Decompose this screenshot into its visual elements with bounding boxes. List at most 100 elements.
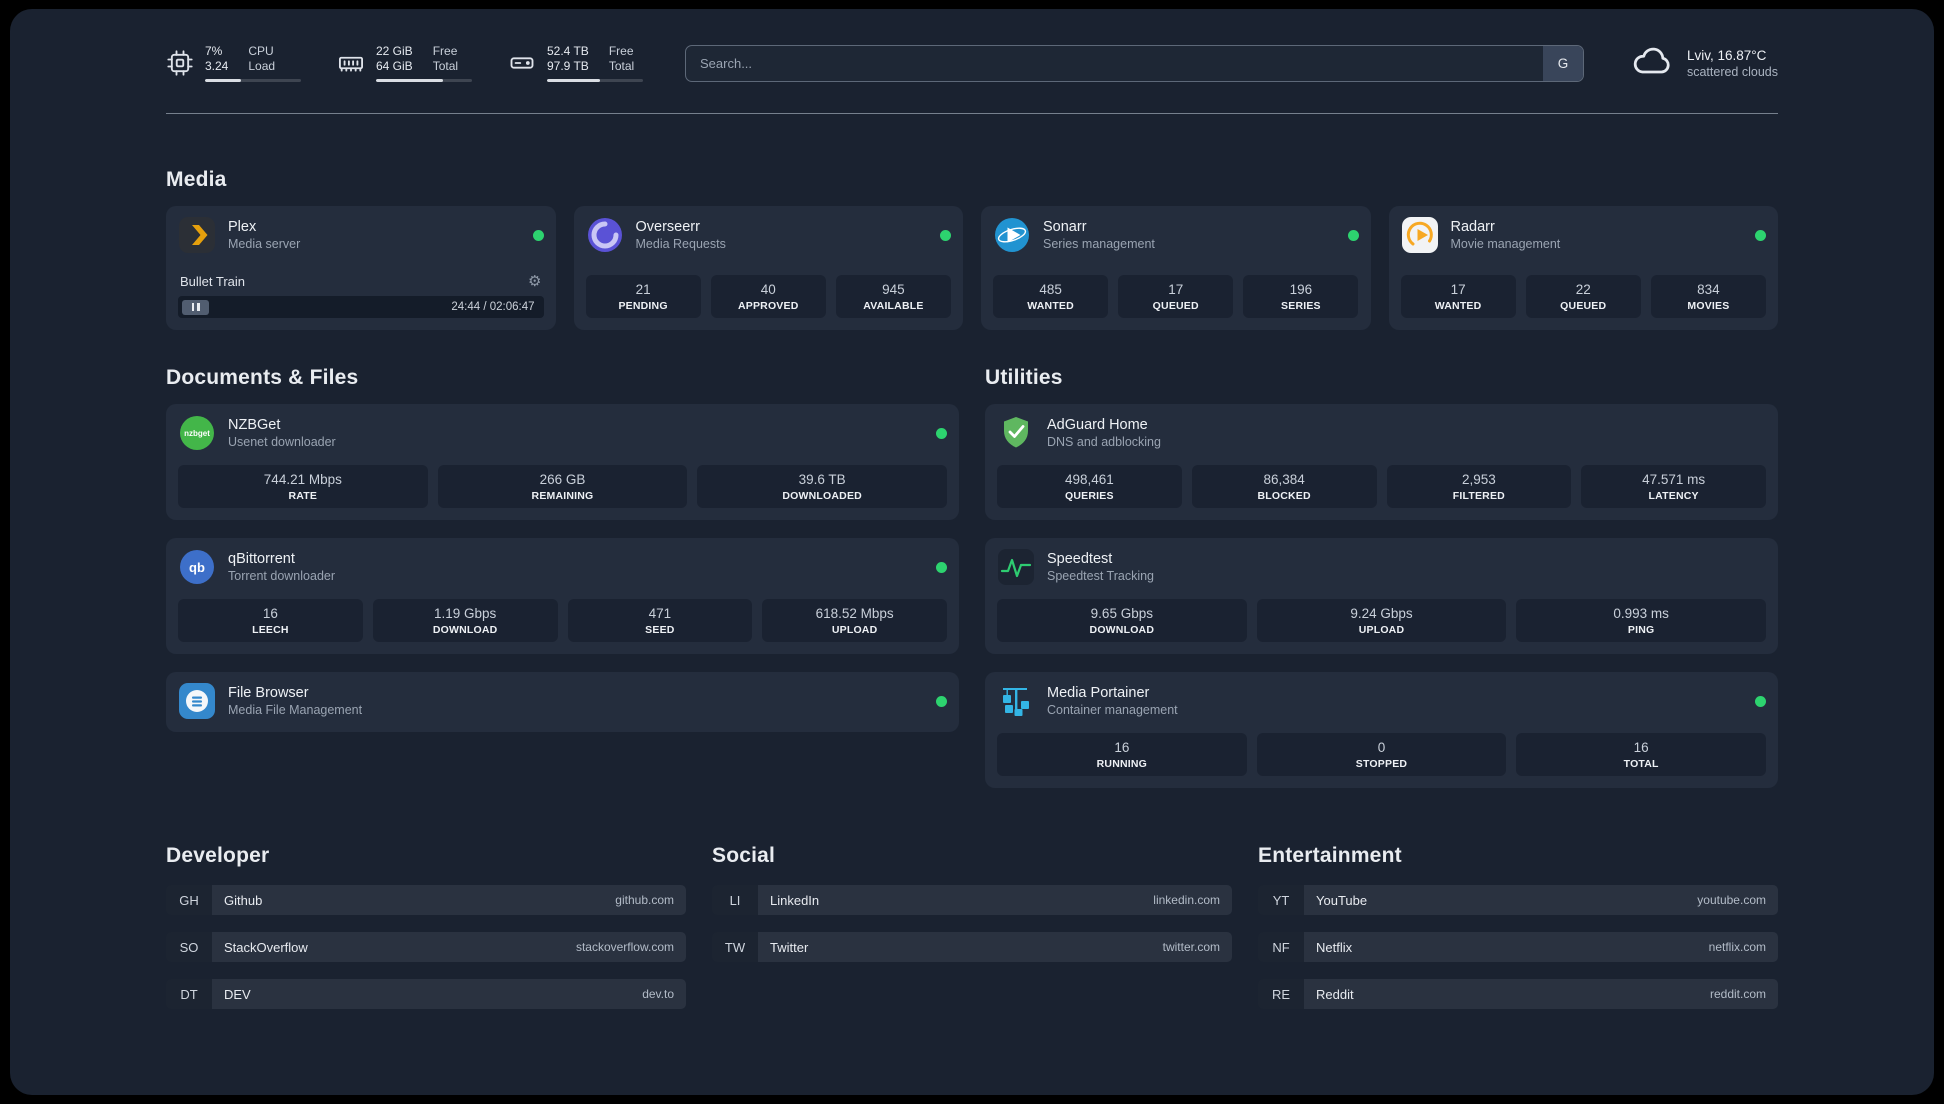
bookmark-github[interactable]: GH Github github.com	[166, 885, 686, 915]
stat-label: APPROVED	[737, 300, 799, 312]
adguard-card[interactable]: AdGuard Home DNS and adblocking 498,461 …	[985, 404, 1778, 520]
stat-value: 196	[1289, 282, 1313, 297]
nzbget-status-dot	[936, 427, 947, 439]
cpu-icon	[166, 49, 194, 77]
cpu-usage-value: 7%	[205, 44, 223, 58]
app-desc: Speedtest Tracking	[1047, 569, 1155, 583]
stat-value: 22	[1575, 282, 1591, 297]
disk-total-value: 97.9 TB	[547, 59, 589, 73]
bookmark-netflix[interactable]: NF Netflix netflix.com	[1258, 932, 1778, 962]
weather-widget: Lviv, 16.87°C scattered clouds	[1630, 44, 1778, 83]
bookmark-name: DEV	[224, 986, 251, 1002]
adguard-icon	[997, 414, 1035, 452]
stat-total: 16 TOTAL	[1516, 733, 1766, 776]
overseerr-card[interactable]: Overseerr Media Requests 21 PENDING 40 A…	[573, 206, 963, 330]
bookmark-twitter[interactable]: TW Twitter twitter.com	[712, 932, 1232, 962]
stat-label: UPLOAD	[1358, 624, 1405, 636]
entertainment-bookmarks: Entertainment YT YouTube youtube.com NF …	[1258, 844, 1778, 1009]
playback-progress-bar[interactable]: 24:44 / 02:06:47	[178, 296, 544, 318]
settings-gear-icon[interactable]: ⚙	[528, 273, 542, 290]
nzbget-icon: nzbget	[178, 414, 216, 452]
utilities-section: Utilities AdGuard Home DNS and a	[985, 366, 1778, 788]
bookmark-dev[interactable]: DT DEV dev.to	[166, 979, 686, 1009]
memory-icon	[337, 49, 365, 77]
sonarr-card[interactable]: Sonarr Series management 485 WANTED 17 Q…	[981, 206, 1371, 330]
cpu-load-value: 3.24	[205, 59, 229, 73]
disk-total-label: Total	[608, 59, 635, 73]
stat-value: 1.19 Gbps	[433, 606, 497, 621]
search-provider-button[interactable]: G	[1542, 45, 1583, 81]
stat-label: FILTERED	[1452, 490, 1505, 502]
nzbget-card[interactable]: nzbget NZBGet Usenet downloader 744.21 M…	[166, 404, 959, 520]
stat-value: 0.993 ms	[1613, 606, 1669, 621]
stat-downloaded: 39.6 TB DOWNLOADED	[697, 465, 947, 508]
stat-value: 471	[648, 606, 672, 621]
bookmark-reddit[interactable]: RE Reddit reddit.com	[1258, 979, 1778, 1009]
stat-available: 945 AVAILABLE	[835, 275, 951, 318]
portainer-status-dot	[1755, 695, 1766, 707]
stat-label: PING	[1627, 624, 1655, 636]
bookmark-linkedin[interactable]: LI LinkedIn linkedin.com	[712, 885, 1232, 915]
stat-seed: 471 SEED	[567, 599, 753, 642]
stat-label: BLOCKED	[1257, 490, 1311, 502]
cpu-load-label: Load	[248, 59, 276, 73]
stat-value: 618.52 Mbps	[815, 606, 894, 621]
app-desc: Series management	[1043, 237, 1155, 251]
stat-label: AVAILABLE	[863, 300, 924, 312]
app-name: Radarr	[1450, 219, 1495, 235]
resources-widgets: 7% 3.24 CPU Load	[166, 44, 643, 82]
stat-label: DOWNLOAD	[432, 624, 498, 636]
pause-button[interactable]	[182, 299, 209, 315]
stat-label: DOWNLOADED	[782, 490, 862, 502]
stat-value: 16	[262, 606, 278, 621]
stat-label: PENDING	[618, 300, 668, 312]
stat-value: 16	[1633, 740, 1649, 755]
plex-now-playing: Bullet Train ⚙ 24:44 / 02:06:47	[178, 274, 544, 318]
stat-latency: 47.571 ms LATENCY	[1581, 465, 1766, 508]
stat-queued: 22 QUEUED	[1525, 275, 1641, 318]
filebrowser-card[interactable]: File Browser Media File Management	[166, 672, 959, 732]
stat-label: TOTAL	[1623, 758, 1659, 770]
stat-label: WANTED	[1027, 300, 1074, 312]
stat-download: 9.65 Gbps DOWNLOAD	[997, 599, 1247, 642]
stat-blocked: 86,384 BLOCKED	[1191, 465, 1377, 508]
disk-free-value: 52.4 TB	[547, 44, 589, 58]
search-input[interactable]	[686, 45, 1543, 81]
stat-label: LATENCY	[1648, 490, 1699, 502]
memory-free-label: Free	[432, 44, 458, 58]
stat-value: 21	[635, 282, 651, 297]
search-bar[interactable]: G	[685, 44, 1584, 82]
stat-value: 17	[1168, 282, 1184, 297]
stat-label: RUNNING	[1096, 758, 1148, 770]
bookmark-abbr: TW	[712, 932, 758, 962]
speedtest-icon	[997, 548, 1035, 586]
stat-running: 16 RUNNING	[997, 733, 1247, 776]
stat-label: SEED	[645, 624, 675, 636]
bookmark-name: Github	[224, 892, 263, 908]
plex-card[interactable]: Plex Media server Bullet Train ⚙ 24:44 /…	[166, 206, 556, 330]
stat-value: 47.571 ms	[1642, 472, 1706, 487]
stat-label: REMAINING	[531, 490, 594, 502]
developer-heading: Developer	[166, 844, 270, 867]
app-name: NZBGet	[228, 417, 281, 433]
stat-label: LEECH	[252, 624, 289, 636]
speedtest-card[interactable]: Speedtest Speedtest Tracking 9.65 Gbps D…	[985, 538, 1778, 654]
app-desc: Media Requests	[635, 237, 726, 251]
media-section: Media Plex Media server	[166, 168, 1778, 330]
bookmark-stackoverflow[interactable]: SO StackOverflow stackoverflow.com	[166, 932, 686, 962]
portainer-card[interactable]: Media Portainer Container management 16 …	[985, 672, 1778, 788]
bookmark-abbr: SO	[166, 932, 212, 962]
memory-total-value: 64 GiB	[376, 59, 413, 73]
qbittorrent-icon: qb	[178, 548, 216, 586]
cpu-progress-bar	[205, 79, 301, 82]
disk-free-label: Free	[608, 44, 634, 58]
overseerr-status-dot	[940, 229, 951, 241]
qbittorrent-card[interactable]: qb qBittorrent Torrent downloader 16 LEE…	[166, 538, 959, 654]
stat-value: 9.24 Gbps	[1350, 606, 1413, 621]
dashboard: 7% 3.24 CPU Load	[10, 9, 1934, 1095]
cloud-icon	[1630, 44, 1674, 83]
bookmark-youtube[interactable]: YT YouTube youtube.com	[1258, 885, 1778, 915]
radarr-card[interactable]: Radarr Movie management 17 WANTED 22 QUE…	[1388, 206, 1778, 330]
stat-label: UPLOAD	[831, 624, 878, 636]
